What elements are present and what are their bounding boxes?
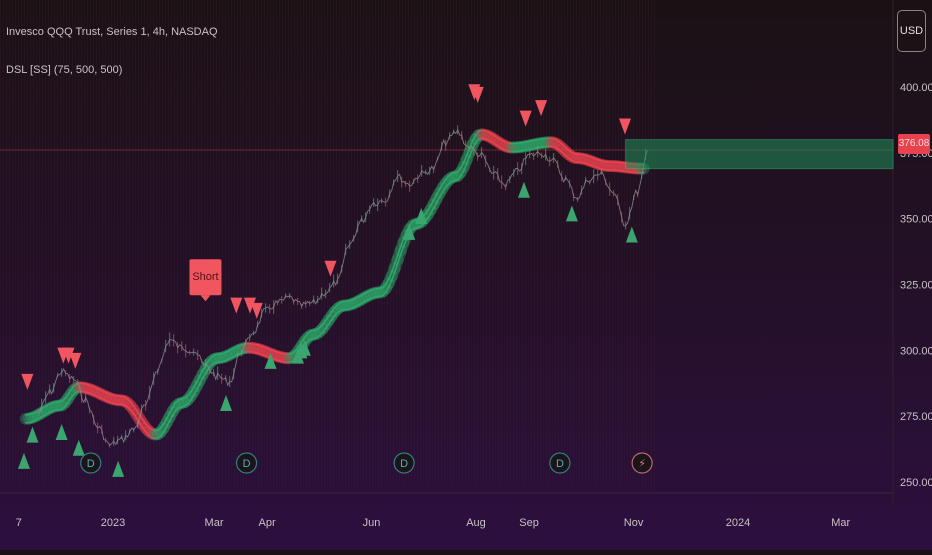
dividend-marker-label: D bbox=[87, 458, 95, 470]
x-tick-label: Jun bbox=[363, 517, 381, 529]
dividend-marker-label: D bbox=[400, 458, 408, 470]
x-tick-label: Aug bbox=[466, 517, 486, 529]
y-tick-label: 350.00 bbox=[900, 214, 932, 226]
y-tick-label: 325.00 bbox=[900, 280, 932, 292]
dividend-marker-label: D bbox=[556, 458, 564, 470]
y-tick-label: 400.00 bbox=[900, 82, 932, 94]
x-tick-label: Mar bbox=[831, 517, 850, 529]
x-tick-label: Nov bbox=[624, 517, 644, 529]
y-tick-label: 300.00 bbox=[900, 345, 932, 357]
x-tick-label: 2024 bbox=[726, 517, 750, 529]
y-tick-label: 275.00 bbox=[900, 411, 932, 423]
x-tick-label: Apr bbox=[259, 517, 276, 529]
x-tick-label: 7 bbox=[16, 517, 22, 529]
dividend-marker-label: D bbox=[243, 458, 251, 470]
earnings-marker-label: ⚡ bbox=[638, 458, 646, 470]
chart-title: Invesco QQQ Trust, Series 1, 4h, NASDAQ bbox=[6, 26, 218, 38]
target-zone bbox=[626, 140, 893, 169]
currency-button[interactable]: USD bbox=[897, 10, 926, 52]
short-label: Short bbox=[192, 271, 218, 283]
x-tick-label: 2023 bbox=[101, 517, 125, 529]
last-price-tag: 376.08 bbox=[898, 134, 930, 154]
y-tick-label: 250.00 bbox=[900, 477, 932, 489]
x-tick-label: Mar bbox=[205, 517, 224, 529]
indicator-label[interactable]: DSL [SS] (75, 500, 500) bbox=[6, 64, 122, 76]
x-tick-label: Sep bbox=[519, 517, 539, 529]
